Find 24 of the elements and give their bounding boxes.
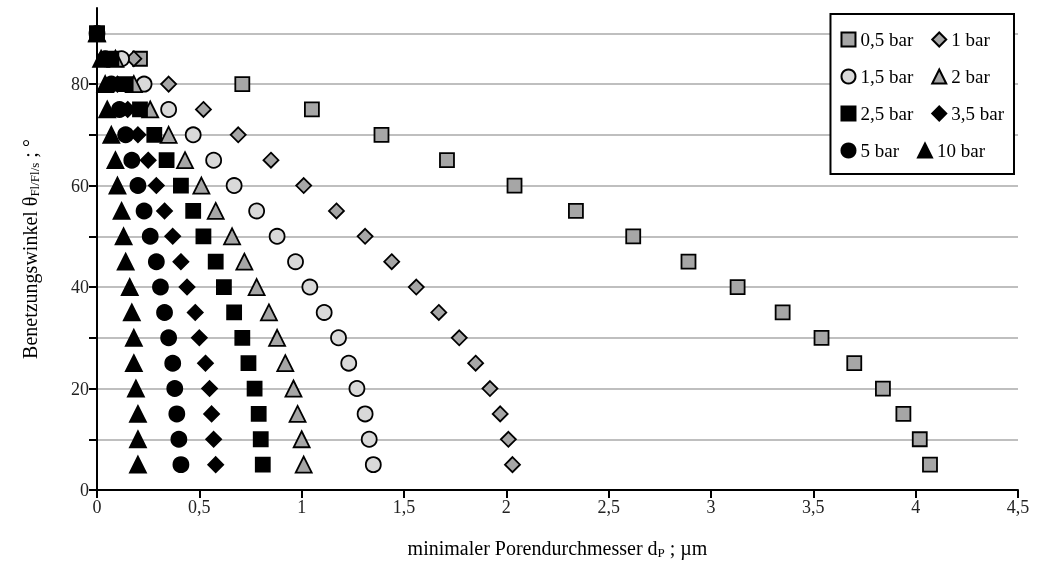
y-tick-label: 60 bbox=[71, 175, 89, 196]
legend-label: 1,5 bar bbox=[860, 66, 914, 87]
x-tick-label: 2 bbox=[501, 497, 511, 517]
x-tick-label: 3,5 bbox=[802, 497, 825, 517]
x-tick-label: 2,5 bbox=[597, 497, 620, 517]
x-tick-label: 4,5 bbox=[1006, 497, 1030, 517]
legend-label: 2,5 bar bbox=[860, 103, 914, 124]
x-tick-label: 3 bbox=[706, 497, 716, 517]
legend-label: 0,5 bar bbox=[860, 29, 914, 50]
y-tick-label: 0 bbox=[80, 480, 89, 500]
x-tick-label: 0 bbox=[92, 497, 102, 517]
x-tick-label: 1,5 bbox=[392, 497, 416, 517]
y-axis-title: Benetzungswinkel θFl/Fl/s ; ° bbox=[18, 139, 42, 359]
x-tick-label: 1 bbox=[297, 497, 307, 517]
y-tick-label: 40 bbox=[71, 277, 89, 298]
x-tick-label: 0,5 bbox=[188, 497, 211, 517]
y-tick-label: 20 bbox=[71, 378, 89, 399]
legend-label: 2 bar bbox=[951, 66, 991, 87]
legend-label: 10 bar bbox=[936, 140, 986, 161]
legend-label: 5 bar bbox=[860, 140, 900, 161]
legend-label: 3,5 bar bbox=[951, 103, 1005, 124]
legend-label: 1 bar bbox=[951, 29, 991, 50]
x-tick-label: 4 bbox=[911, 497, 921, 517]
y-tick-label: 80 bbox=[71, 74, 89, 95]
